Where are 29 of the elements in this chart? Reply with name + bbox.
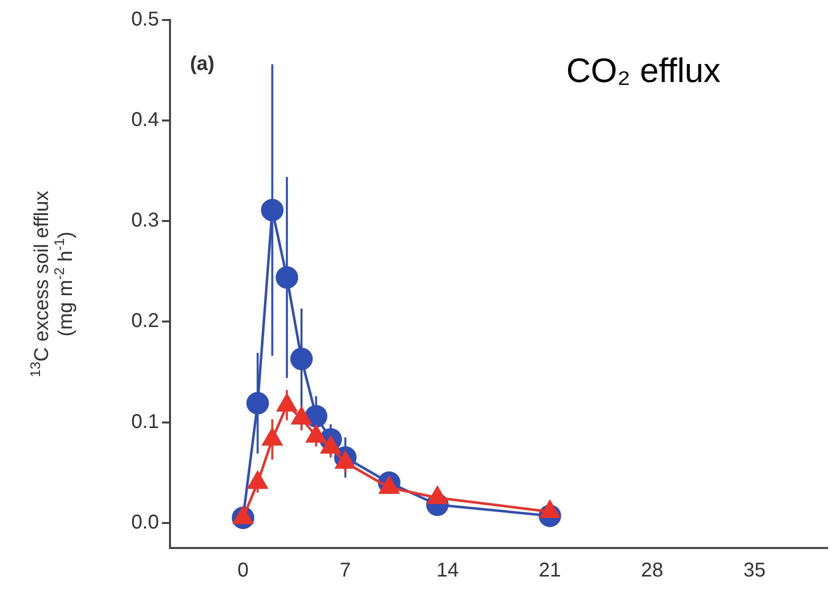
x-tick-label: 35 <box>743 560 766 582</box>
point <box>335 451 356 469</box>
point <box>320 436 341 454</box>
text: CO₂ efflux <box>566 52 721 90</box>
annotation: (a) <box>190 53 214 75</box>
x-tick-label: 0 <box>237 560 249 582</box>
y-tick-label: 0.1 <box>131 410 159 433</box>
point <box>540 500 560 518</box>
point <box>290 348 313 370</box>
point <box>292 407 312 425</box>
point <box>233 506 253 524</box>
point <box>276 266 298 289</box>
x-tick-label: 7 <box>340 560 351 582</box>
point <box>246 392 269 414</box>
point <box>261 198 284 222</box>
x-tick-label: 14 <box>436 560 459 582</box>
x-tick-label: 21 <box>538 560 562 582</box>
point <box>262 428 282 446</box>
y-tick-label: 0.4 <box>131 109 159 132</box>
y-tick-label: 0.3 <box>131 210 159 232</box>
y-tick-label: 0.5 <box>131 8 159 31</box>
point <box>248 471 268 489</box>
point <box>306 425 326 443</box>
x-tick-label: 28 <box>641 560 664 582</box>
y-tick-label: 0.2 <box>131 310 159 332</box>
point <box>276 394 297 412</box>
point <box>379 476 400 494</box>
y-tick-label: 0.0 <box>131 511 159 534</box>
point <box>427 486 448 504</box>
